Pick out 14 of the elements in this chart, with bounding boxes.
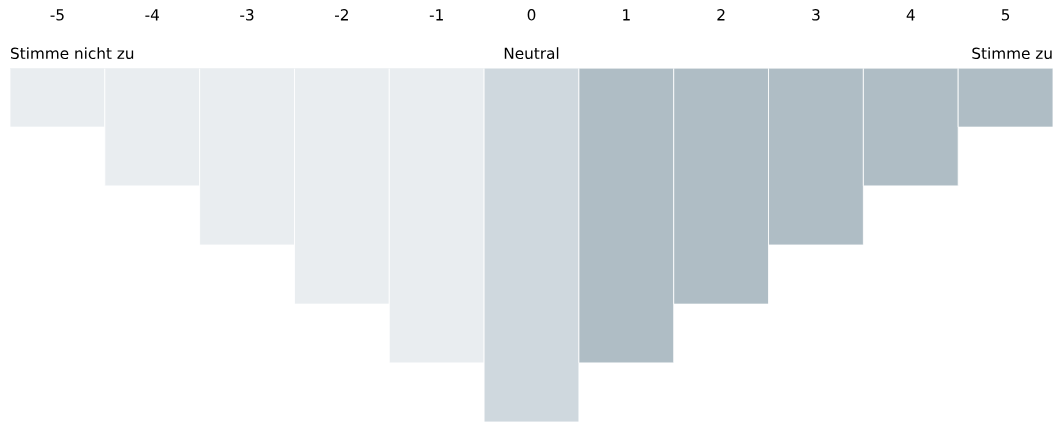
- text: Stimme nicht zu: [11, 47, 134, 60]
- x-tick-label: -5: [50, 9, 64, 21]
- x-tick-label: -3: [240, 9, 254, 21]
- text: Stimme zu: [972, 47, 1052, 60]
- x-tick-label: 2: [717, 9, 725, 21]
- x-tick-label: 0: [527, 9, 536, 21]
- text: Neutral: [504, 47, 559, 60]
- x-tick-label: 1: [623, 9, 630, 21]
- x-tick-label: 3: [812, 9, 820, 21]
- x-tick-label: 5: [1001, 9, 1010, 21]
- x-tick-label: -4: [145, 9, 159, 21]
- x-tick-label: -2: [334, 9, 348, 21]
- x-tick-label: -1: [429, 9, 443, 21]
- x-tick-label: 4: [906, 9, 915, 21]
